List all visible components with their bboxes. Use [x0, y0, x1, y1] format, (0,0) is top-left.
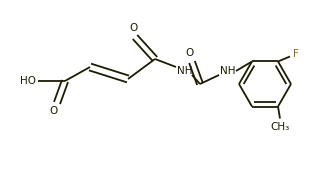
Text: O: O — [186, 48, 194, 58]
Text: HO: HO — [20, 76, 36, 86]
Text: O: O — [50, 106, 58, 116]
Text: O: O — [129, 23, 137, 33]
Text: NH: NH — [177, 66, 193, 76]
Text: NH: NH — [220, 66, 236, 76]
Text: CH₃: CH₃ — [270, 122, 290, 132]
Text: F: F — [293, 50, 299, 60]
